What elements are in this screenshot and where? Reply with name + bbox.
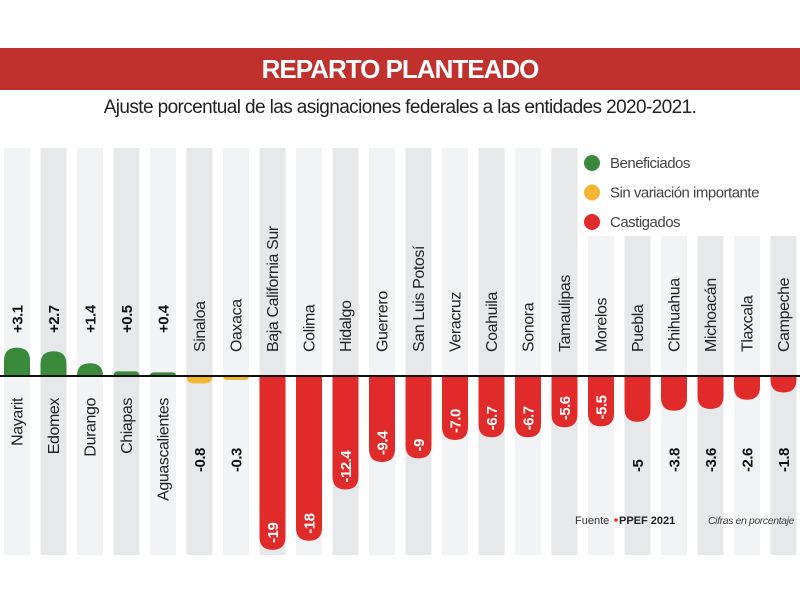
column-stripe — [551, 148, 578, 555]
legend-label: Beneficiados — [610, 155, 690, 172]
value-label: +3.1 — [10, 305, 27, 333]
category-label: Puebla — [630, 304, 647, 352]
source-label: Fuente — [575, 515, 609, 527]
category-label: Sonora — [521, 302, 538, 352]
column-stripe — [113, 148, 140, 555]
value-label: +0.4 — [156, 304, 173, 333]
category-label: Oaxaca — [229, 299, 246, 352]
column-stripe — [223, 148, 249, 555]
bar-nayarit — [4, 347, 30, 376]
bar-puebla — [624, 376, 651, 422]
bar-san-luis-potosí — [405, 376, 432, 459]
value-label: +2.7 — [46, 305, 63, 333]
category-label: Colima — [302, 304, 319, 352]
bar-veracruz — [442, 376, 468, 441]
value-label: -3.6 — [703, 448, 720, 472]
bar-coahuila — [478, 376, 505, 438]
category-label: Hidalgo — [338, 300, 355, 352]
value-label: -6.7 — [521, 406, 538, 430]
value-label: -2.6 — [740, 448, 757, 472]
title-band: REPARTO PLANTEADO — [0, 48, 800, 90]
value-label: -7.0 — [448, 409, 465, 433]
value-label: -12.4 — [338, 450, 355, 483]
column-stripe — [405, 148, 432, 555]
bar-hidalgo — [332, 376, 359, 490]
bar-campeche — [770, 376, 797, 393]
category-label: Chihuahua — [667, 278, 684, 352]
value-label: -3.8 — [667, 448, 684, 472]
legend-swatch-sin_variacion — [584, 184, 600, 201]
value-label: -5.6 — [557, 396, 574, 420]
source-value: PPEF 2021 — [619, 515, 675, 527]
units-note: Cifras en porcentaje — [708, 515, 795, 527]
bar-baja-california-sur — [259, 376, 286, 550]
category-label: Chiapas — [119, 398, 136, 454]
bar-guerrero — [369, 376, 395, 463]
category-label: Nayarit — [10, 397, 27, 446]
category-label: Campeche — [776, 277, 793, 352]
column-stripe — [369, 148, 395, 555]
category-label: Aguascalientes — [156, 398, 173, 501]
value-label: -18 — [302, 513, 319, 533]
column-stripe — [515, 148, 541, 555]
value-label: -9.4 — [375, 430, 392, 455]
value-label: -6.7 — [484, 406, 501, 430]
category-label: Tlaxcala — [740, 295, 757, 352]
legend-label: Sin variación importante — [610, 185, 759, 202]
bar-chiapas — [113, 371, 140, 376]
value-label: +1.4 — [83, 304, 100, 333]
bar-chihuahua — [661, 376, 687, 411]
category-label: Veracruz — [448, 292, 465, 352]
column-stripe — [478, 148, 505, 555]
bar-durango — [77, 363, 103, 376]
bar-sinaloa — [186, 376, 213, 384]
legend-background — [578, 148, 800, 236]
category-label: Michoacán — [703, 278, 720, 352]
category-label: Edomex — [46, 398, 63, 455]
bar-tlaxcala — [734, 376, 760, 400]
bar-colima — [296, 376, 322, 541]
chart-title: REPARTO PLANTEADO — [261, 53, 540, 84]
category-label: Coahuila — [484, 292, 501, 352]
value-label: -0.8 — [192, 448, 209, 472]
category-label: San Luis Potosí — [411, 245, 428, 352]
column-stripe — [77, 148, 103, 555]
value-label: -19 — [265, 523, 282, 543]
value-label: +0.5 — [119, 305, 136, 333]
chart-subtitle: Ajuste porcentual de las asignaciones fe… — [103, 97, 697, 118]
value-label: -9 — [411, 439, 428, 451]
legend-swatch-beneficiados — [584, 155, 600, 171]
value-label: -5 — [630, 460, 647, 472]
category-label: Baja California Sur — [265, 225, 282, 352]
bar-tamaulipas — [551, 376, 578, 428]
bar-sonora — [515, 376, 541, 438]
category-label: Tamaulipas — [557, 275, 574, 352]
category-label: Morelos — [594, 297, 611, 352]
column-stripe — [442, 148, 468, 555]
bar-morelos — [588, 376, 614, 427]
category-label: Durango — [83, 398, 100, 457]
value-label: -1.8 — [776, 448, 793, 472]
column-stripe — [186, 148, 213, 555]
bar-michoacán — [697, 376, 724, 409]
source-bullet-icon — [614, 518, 618, 522]
legend-label: Castigados — [610, 214, 680, 231]
value-label: -0.3 — [229, 448, 246, 472]
category-label: Guerrero — [375, 291, 392, 352]
category-label: Sinaloa — [192, 301, 209, 352]
bar-edomex — [40, 351, 67, 376]
column-stripe — [150, 148, 176, 555]
value-label: -5.5 — [594, 395, 611, 419]
legend-swatch-castigados — [584, 214, 600, 230]
